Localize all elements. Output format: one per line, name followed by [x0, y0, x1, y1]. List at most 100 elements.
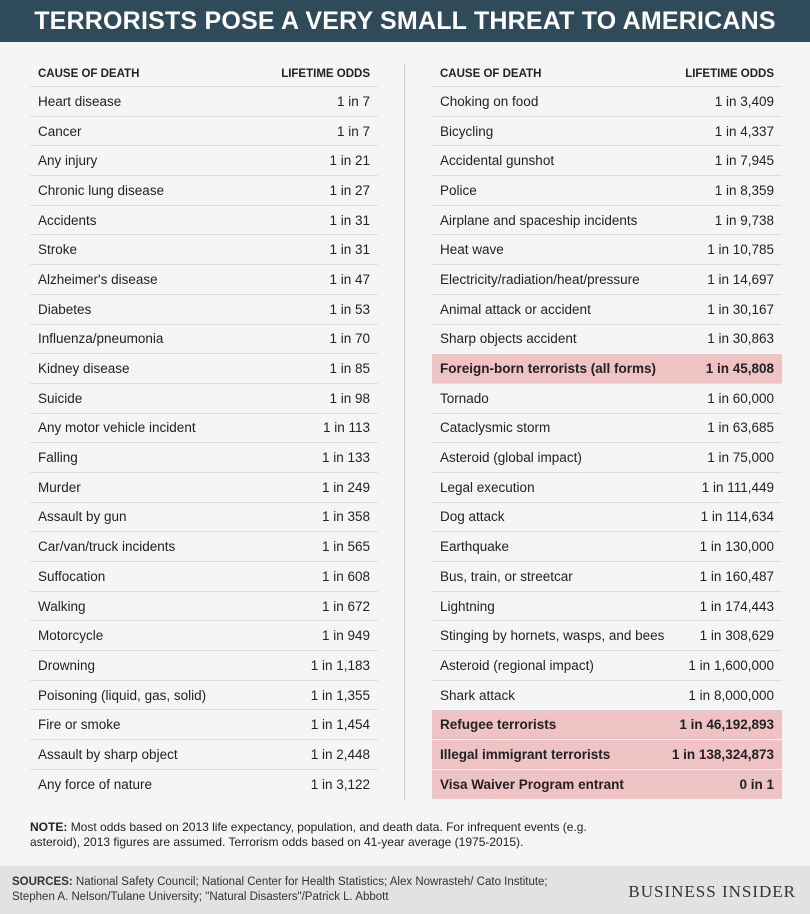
odds-cell: 1 in 47 [329, 271, 370, 287]
odds-cell: 1 in 63,685 [707, 420, 774, 436]
cause-cell: Drowning [38, 657, 96, 673]
odds-cell: 1 in 138,324,873 [671, 746, 774, 762]
odds-cell: 1 in 949 [321, 628, 370, 644]
odds-cell: 1 in 1,183 [310, 657, 370, 673]
cause-cell: Tornado [440, 390, 489, 406]
table: CAUSE OF DEATH LIFETIME ODDS Choking on fo… [432, 62, 782, 799]
table-row: Stinging by hornets, wasps, and bees 1 in… [432, 620, 782, 650]
cause-cell: Electricity/radiation/heat/pressure [440, 271, 640, 287]
note-label: NOTE: [30, 820, 68, 834]
cause-cell: Legal execution [440, 479, 535, 495]
table-row: Cancer 1 in 7 [30, 115, 378, 146]
cause-cell: Assault by sharp object [38, 746, 178, 762]
odds-cell: 1 in 14,697 [707, 271, 774, 287]
table-row: Fire or smoke 1 in 1,454 [30, 709, 378, 739]
cause-cell: Bus, train, or streetcar [440, 568, 573, 584]
odds-cell: 1 in 31 [329, 212, 370, 228]
logo: BUSINESS INSIDER [628, 882, 796, 901]
odds-cell: 1 in 7 [336, 93, 370, 109]
table-row: Foreign-born terrorists (all forms) 1 in … [432, 353, 782, 383]
odds-cell: 1 in 21 [329, 153, 370, 169]
odds-cell: 1 in 1,454 [310, 717, 370, 733]
odds-cell: 1 in 7,945 [714, 153, 774, 169]
table-row: Chronic lung disease 1 in 27 [30, 175, 378, 205]
cause-cell: Suicide [38, 390, 83, 406]
table-row: Electricity/radiation/heat/pressure 1 in … [432, 264, 782, 294]
cause-cell: Lightning [440, 598, 495, 614]
table-row: Choking on food 1 in 3,409 [432, 86, 782, 116]
cause-cell: Stinging by hornets, wasps, and bees [440, 628, 665, 644]
table-row: Bus, train, or streetcar 1 in 160,487 [432, 561, 782, 591]
odds-cell: 1 in 672 [321, 598, 370, 614]
odds-cell: 1 in 2,448 [310, 746, 370, 762]
cause-cell: Any force of nature [38, 776, 153, 792]
odds-cell: 1 in 308,629 [699, 628, 774, 644]
odds-cell: 1 in 174,443 [699, 598, 774, 614]
odds-cell: 1 in 31 [329, 242, 370, 258]
odds-cell: 1 in 1,600,000 [688, 657, 774, 673]
cause-cell: Fire or smoke [38, 717, 121, 733]
table-row: Any injury 1 in 21 [30, 145, 378, 175]
sources-bar: SOURCES: National Safety Council; Nation… [0, 866, 810, 914]
column-header: CAUSE OF DEATH [38, 68, 140, 80]
table-row: Shark attack 1 in 8,000,000 [432, 679, 782, 710]
note-text: Most odds based on 2013 life expectancy,… [30, 820, 587, 849]
table-row: Refugee terrorists 1 in 46,192,893 [432, 709, 782, 740]
note: NOTE: Most odds based on 2013 life expec… [30, 820, 600, 850]
cause-cell: Foreign-born terrorists (all forms) [440, 361, 657, 377]
title: TERRORISTS POSE A VERY SMALL THREAT TO A… [0, 0, 810, 42]
odds-cell: 1 in 249 [321, 479, 370, 495]
table-row: Suicide 1 in 98 [30, 382, 378, 413]
column-header: LIFETIME ODDS [685, 68, 774, 80]
odds-cell: 1 in 608 [321, 568, 370, 584]
cause-cell: Falling [38, 450, 78, 466]
table-row: Diabetes 1 in 53 [30, 293, 378, 324]
cause-cell: Refugee terrorists [440, 717, 557, 733]
odds-cell: 1 in 46,192,893 [679, 717, 774, 733]
table-row: Lightning 1 in 174,443 [432, 590, 782, 621]
table: CAUSE OF DEATH LIFETIME ODDS Heart disease… [30, 62, 378, 799]
cause-cell: Stroke [38, 242, 78, 258]
cause-cell: Poisoning (liquid, gas, solid) [38, 687, 207, 703]
table-row: Cataclysmic storm 1 in 63,685 [432, 412, 782, 443]
table-row: Asteroid (regional impact) 1 in 1,600,000 [432, 650, 782, 680]
odds-cell: 0 in 1 [739, 776, 774, 792]
cause-cell: Shark attack [440, 687, 516, 703]
table-row: Tornado 1 in 60,000 [432, 382, 782, 413]
cause-cell: Car/van/truck incidents [38, 539, 176, 555]
cause-cell: Alzheimer's disease [38, 271, 158, 287]
table-row: Police 1 in 8,359 [432, 175, 782, 205]
odds-cell: 1 in 53 [329, 301, 370, 317]
table-row: Earthquake 1 in 130,000 [432, 531, 782, 561]
table-row: Car/van/truck incidents 1 in 565 [30, 531, 378, 561]
cause-cell: Choking on food [440, 93, 539, 109]
sources: SOURCES: National Safety Council; Nation… [12, 875, 552, 905]
cause-cell: Accidental gunshot [440, 153, 555, 169]
odds-cell: 1 in 45,808 [705, 361, 774, 377]
cause-cell: Asteroid (regional impact) [440, 657, 594, 673]
odds-cell: 1 in 10,785 [707, 242, 774, 258]
odds-cell: 1 in 75,000 [707, 450, 774, 466]
odds-cell: 1 in 8,359 [714, 182, 774, 198]
odds-cell: 1 in 160,487 [699, 568, 774, 584]
cause-cell: Police [440, 182, 477, 198]
odds-cell: 1 in 85 [329, 361, 370, 377]
table-row: Any force of nature 1 in 3,122 [30, 768, 378, 799]
odds-cell: 1 in 60,000 [707, 390, 774, 406]
cause-cell: Cancer [38, 123, 82, 139]
table-row: Heat wave 1 in 10,785 [432, 234, 782, 264]
table-row: Sharp objects accident 1 in 30,863 [432, 323, 782, 354]
cause-cell: Suffocation [38, 568, 106, 584]
table-row: Suffocation 1 in 608 [30, 561, 378, 591]
cause-cell: Influenza/pneumonia [38, 331, 164, 347]
odds-cell: 1 in 565 [321, 539, 370, 555]
sources-label: SOURCES: [12, 876, 73, 888]
odds-cell: 1 in 30,167 [707, 301, 774, 317]
column-header: CAUSE OF DEATH [440, 68, 542, 80]
cause-cell: Diabetes [38, 301, 92, 317]
cause-cell: Assault by gun [38, 509, 127, 525]
cause-cell: Heart disease [38, 93, 122, 109]
odds-cell: 1 in 98 [329, 390, 370, 406]
cause-cell: Illegal immigrant terrorists [440, 746, 611, 762]
table-row: Influenza/pneumonia 1 in 70 [30, 323, 378, 354]
